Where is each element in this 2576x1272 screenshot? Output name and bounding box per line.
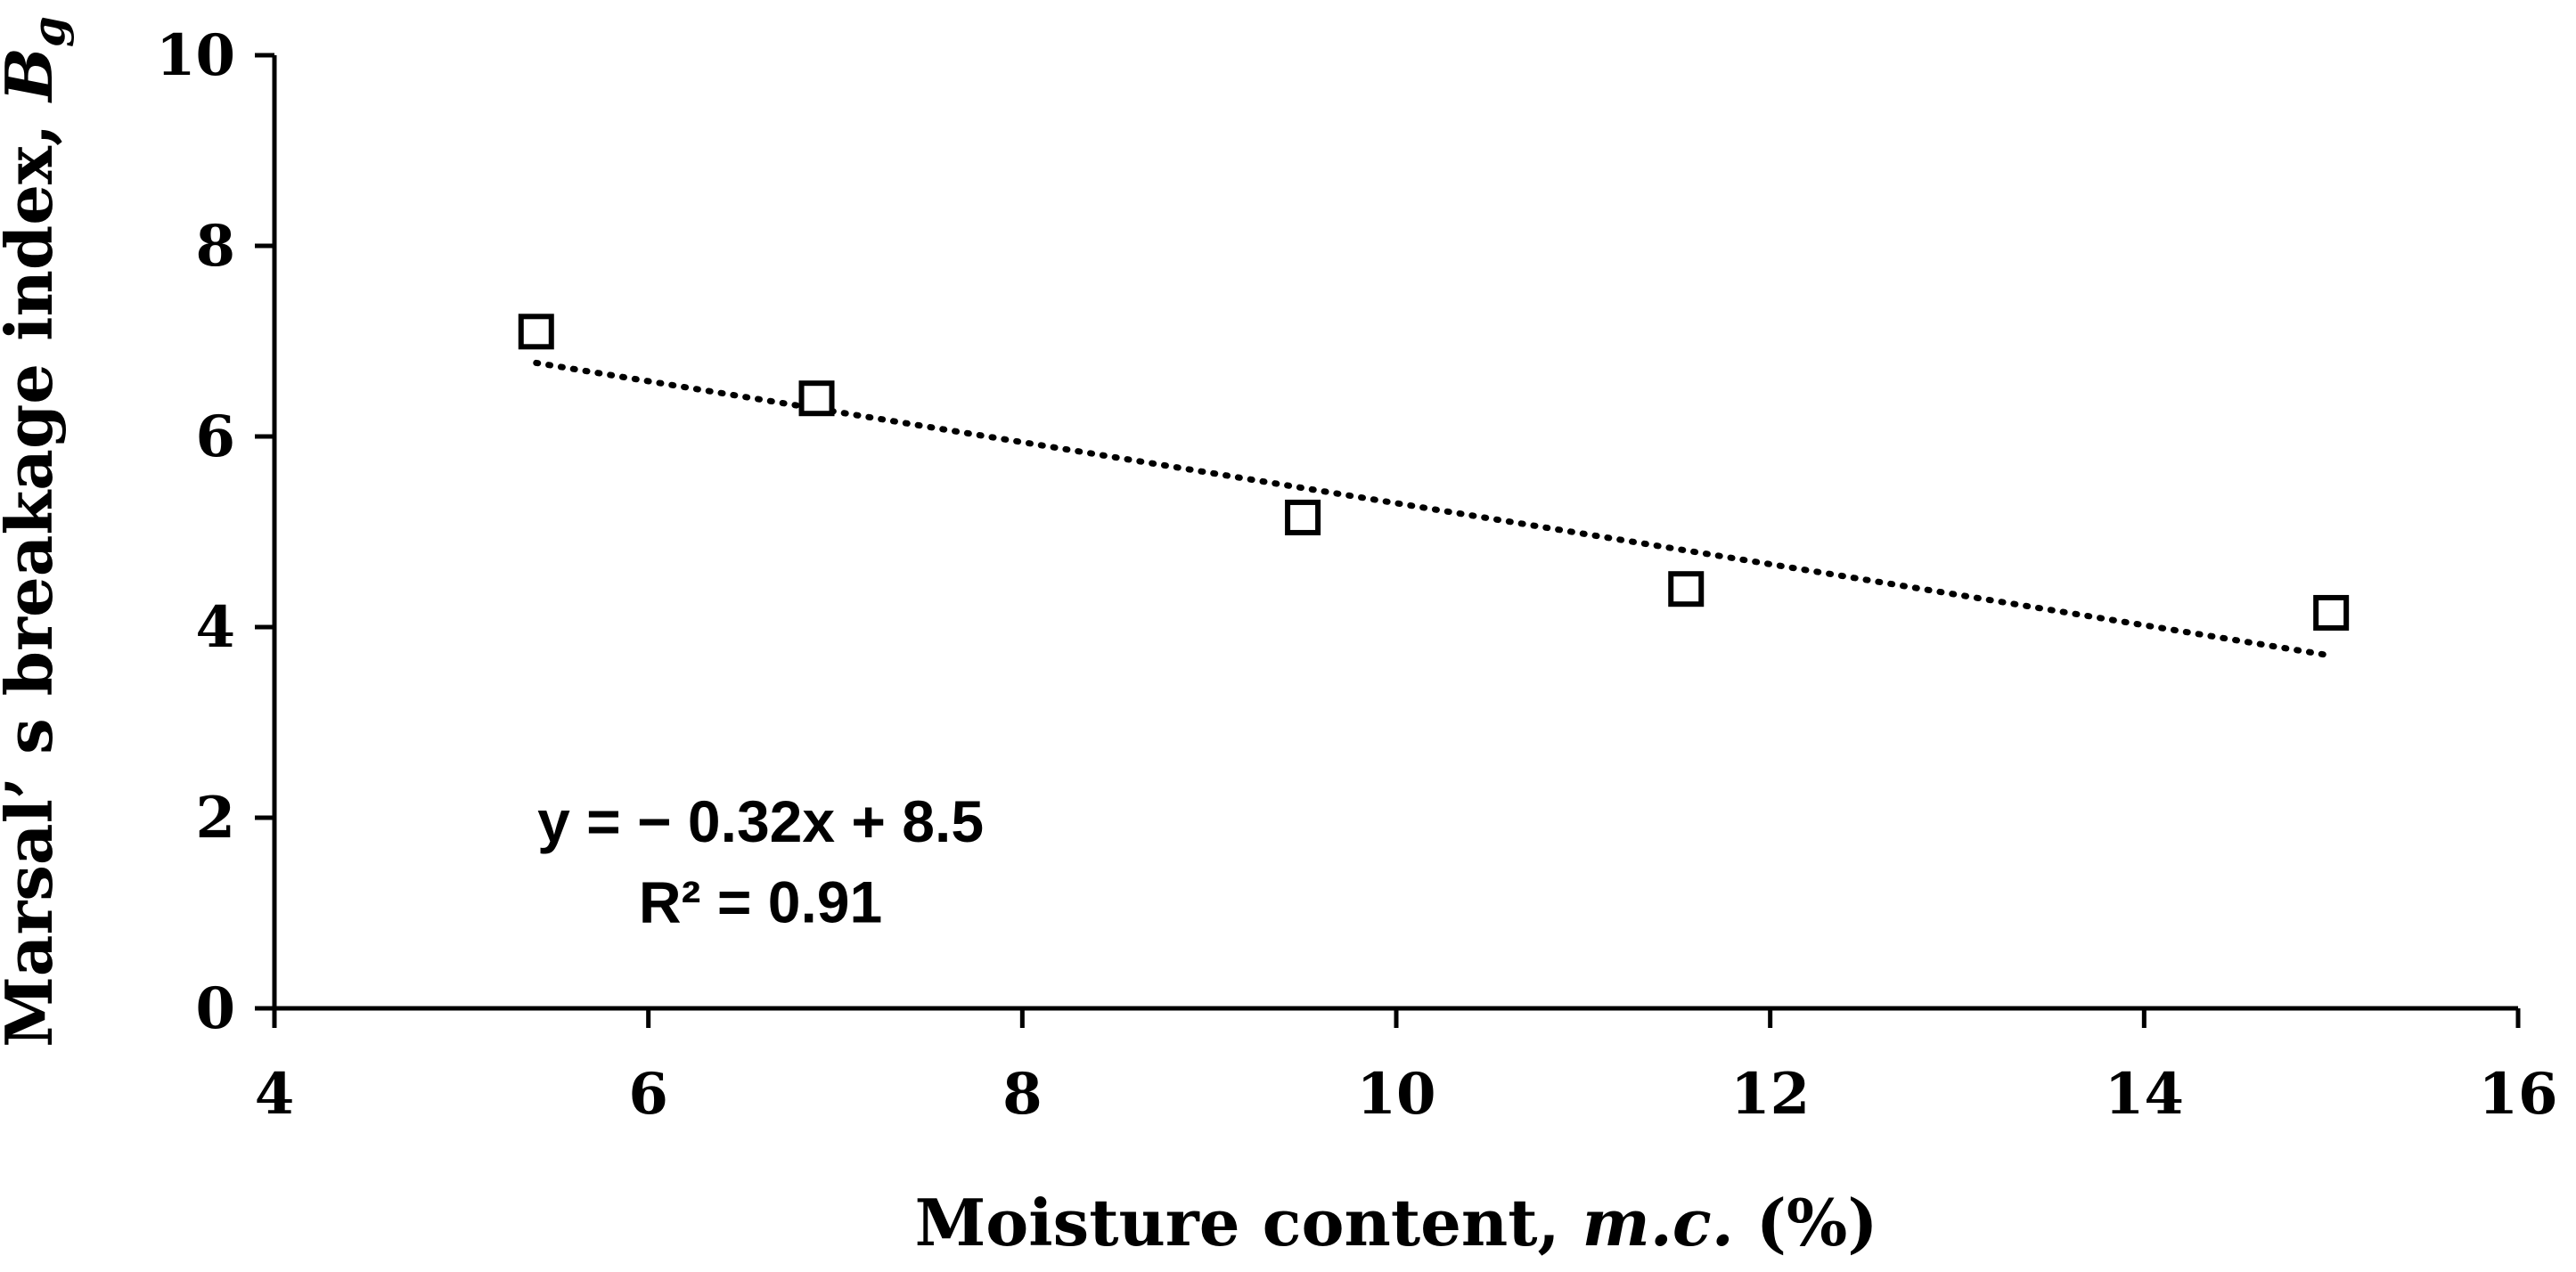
data-point	[1668, 571, 1705, 607]
data-point	[2313, 594, 2350, 631]
data-points	[518, 314, 2350, 631]
data-point	[1285, 499, 1321, 535]
x-tick-label: 8	[1002, 1061, 1043, 1128]
x-axis-title-main: Moisture content,	[915, 1185, 1582, 1260]
x-tick-label: 10	[1356, 1061, 1435, 1128]
x-axis-ticks: 4 6 8 10 12 14 16	[255, 1008, 2558, 1128]
x-tick-label: 6	[628, 1061, 668, 1128]
data-point	[518, 314, 554, 350]
x-axis-title-italic: m.c.	[1582, 1185, 1734, 1260]
y-axis-title-italic: B	[0, 47, 67, 103]
y-tick-label: 10	[156, 22, 235, 89]
trendline-group	[533, 359, 2335, 659]
y-tick-label: 0	[195, 975, 235, 1042]
y-tick-label: 4	[195, 594, 235, 661]
y-tick-label: 8	[195, 213, 235, 280]
data-point	[798, 380, 835, 417]
trendline-equation: y = − 0.32x + 8.5	[537, 788, 984, 854]
y-axis-ticks: 0 2 4 6 8 10	[156, 22, 274, 1042]
axes	[272, 55, 2518, 1011]
x-axis-title: Moisture content, m.c. (%)	[915, 1185, 1878, 1260]
y-axis-title-main: Marsal’ s breakage index,	[0, 102, 67, 1048]
y-tick-label: 6	[195, 404, 235, 470]
y-axis-title-subscript: g	[22, 16, 75, 47]
x-tick-label: 16	[2478, 1061, 2557, 1128]
y-tick-label: 2	[195, 785, 235, 852]
y-axis-title: Marsal’ s breakage index, Bg	[0, 16, 75, 1048]
r-squared-label: R² = 0.91	[639, 869, 882, 935]
x-tick-label: 12	[1730, 1061, 1810, 1128]
x-tick-label: 14	[2105, 1061, 2184, 1128]
x-tick-label: 4	[255, 1061, 295, 1128]
trendline	[533, 359, 2335, 659]
x-axis-title-tail: (%)	[1734, 1185, 1878, 1260]
